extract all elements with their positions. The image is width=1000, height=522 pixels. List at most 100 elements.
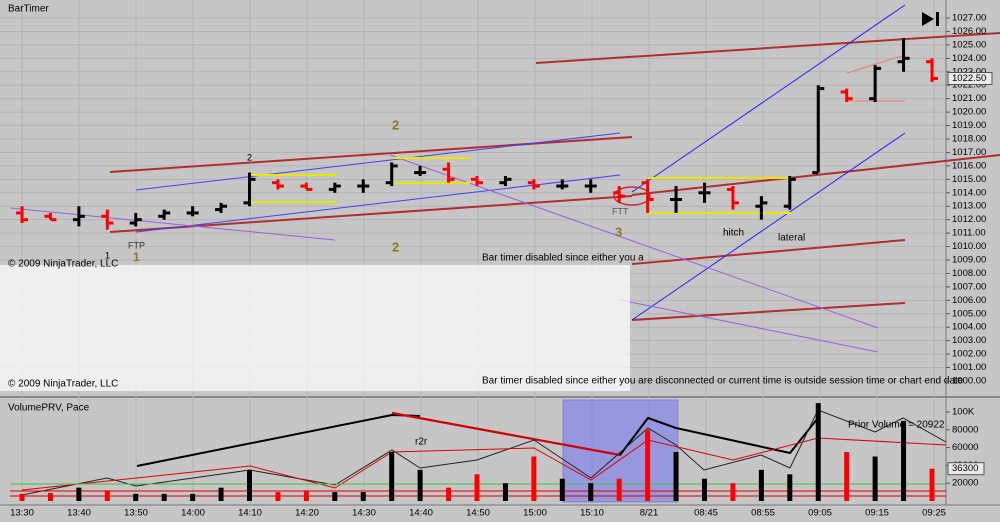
- trend-lines: [9, 4, 1000, 353]
- volume-bar: [133, 493, 139, 501]
- y-tick-label: 1004.00: [952, 322, 986, 333]
- y-tick-label: 1020.00: [952, 107, 986, 118]
- volume-bar: [844, 452, 850, 501]
- x-tick-label: 14:30: [352, 508, 376, 519]
- y-tick-label: 1005.00: [952, 308, 986, 319]
- volume-bar: [275, 492, 281, 501]
- copyright: © 2009 NinjaTrader, LLC: [8, 379, 118, 390]
- volume-bar: [758, 469, 764, 501]
- current-volume-label: 36300: [952, 463, 978, 474]
- volume-bar: [702, 478, 707, 501]
- y-tick-label: 1008.00: [952, 268, 986, 279]
- x-tick-label: 14:10: [238, 508, 262, 519]
- y-tick-label: 1003.00: [952, 335, 986, 346]
- annotation: 3: [615, 224, 622, 239]
- volume-bar: [417, 469, 423, 501]
- volume-bar: [815, 403, 821, 501]
- y-tick-label: 1015.00: [952, 174, 986, 185]
- volume-bar: [787, 474, 793, 501]
- volume-bar: [47, 492, 53, 501]
- volume-bar: [531, 456, 537, 501]
- volume-bar: [332, 492, 338, 501]
- last-price-label: 1022.50: [952, 73, 986, 84]
- y-tick-label: 1021.00: [952, 93, 986, 104]
- x-tick-label: 14:20: [295, 508, 319, 519]
- volume-bar: [929, 468, 935, 501]
- y-tick-label: 80000: [952, 424, 978, 435]
- x-tick-label: 08:55: [751, 508, 775, 519]
- y-tick-label: 1014.00: [952, 187, 986, 198]
- volume-bar: [76, 487, 82, 501]
- volume-bar: [190, 493, 196, 501]
- annotation: 1: [133, 250, 140, 264]
- timer-message: Bar timer disabled since either you a: [482, 253, 644, 264]
- copyright: © 2009 NinjaTrader, LLC: [8, 259, 118, 270]
- y-tick-label: 1016.00: [952, 160, 986, 171]
- annotation: 2: [392, 239, 399, 254]
- annotation: 2: [392, 117, 399, 132]
- volume-bar: [474, 474, 480, 501]
- y-tick-label: 1013.00: [952, 201, 986, 212]
- x-tick-label: 14:00: [181, 508, 205, 519]
- volume-bar: [559, 478, 565, 501]
- current-volume-box: [947, 462, 985, 476]
- y-tick-label: 100K: [952, 407, 975, 418]
- volume-bar: [161, 493, 167, 501]
- y-tick-label: 1006.00: [952, 295, 986, 306]
- volume-bar: [730, 483, 736, 501]
- volume-bar: [446, 487, 452, 501]
- volume-bar: [247, 469, 252, 501]
- x-tick-label: 14:50: [466, 508, 490, 519]
- annotation: FTT: [612, 206, 629, 216]
- volume-bar: [872, 456, 878, 501]
- volume-bar: [360, 492, 366, 501]
- y-tick-label: 1010.00: [952, 241, 986, 252]
- timer-message: Bar timer disabled since either you are …: [482, 376, 964, 387]
- volume-bar: [19, 493, 25, 501]
- x-tick-label: 13:50: [124, 508, 148, 519]
- volume-title: VolumePRV, Pace: [8, 403, 90, 414]
- x-tick-label: 08:45: [694, 508, 718, 519]
- y-tick-label: 1011.00: [952, 228, 986, 239]
- volume-bar: [901, 420, 907, 501]
- y-tick-label: 1023.00: [952, 66, 986, 77]
- y-tick-label: 1022.00: [952, 80, 986, 91]
- x-tick-label: 13:40: [67, 508, 91, 519]
- x-tick-label: 09:05: [808, 508, 832, 519]
- y-tick-label: 1017.00: [952, 147, 986, 158]
- prior-volume: Prior Volume = 20922: [848, 420, 945, 431]
- volume-bar: [303, 490, 309, 501]
- last-price-box: [947, 72, 993, 85]
- y-tick-label: 20000: [952, 478, 978, 489]
- volume-bar: [588, 483, 594, 501]
- x-tick-label: 15:10: [580, 508, 604, 519]
- volume-bar: [389, 452, 395, 501]
- y-tick-label: 1000.00: [952, 376, 986, 387]
- y-tick-label: 1024.00: [952, 53, 986, 64]
- y-tick-label: 1026.00: [952, 26, 986, 37]
- y-tick-label: 1018.00: [952, 134, 986, 145]
- y-tick-label: 1025.00: [952, 39, 986, 50]
- window-title: BarTimer: [8, 4, 49, 15]
- annotation: r2r: [415, 437, 428, 448]
- x-tick-label: 09:25: [922, 508, 946, 519]
- volume-bar: [104, 490, 110, 501]
- volume-bar: [616, 478, 622, 501]
- volume-bar: [218, 487, 224, 501]
- y-tick-label: 1027.00: [952, 13, 986, 24]
- y-tick-label: 1007.00: [952, 281, 986, 292]
- y-tick-label: 1009.00: [952, 255, 986, 266]
- volume-bar: [673, 452, 679, 501]
- annotation: 2: [247, 152, 252, 162]
- volume-bar: [645, 429, 651, 501]
- x-tick-label: 13:30: [10, 508, 34, 519]
- panel-divider: [0, 396, 1000, 398]
- x-tick-label: 8/21: [640, 508, 659, 519]
- y-tick-label: 1002.00: [952, 349, 986, 360]
- x-tick-label: 09:15: [865, 508, 889, 519]
- volume-bar: [502, 483, 508, 501]
- play-icon[interactable]: [922, 12, 939, 26]
- y-tick-label: 60000: [952, 442, 978, 453]
